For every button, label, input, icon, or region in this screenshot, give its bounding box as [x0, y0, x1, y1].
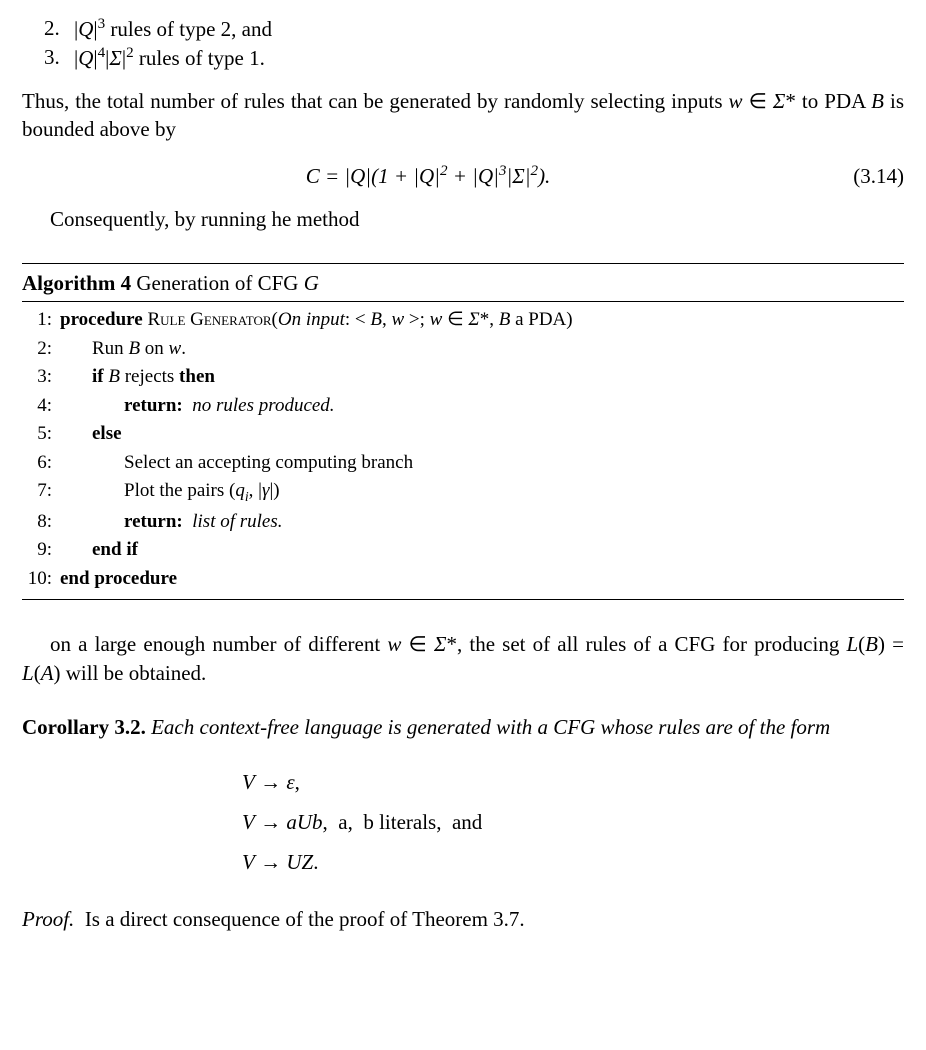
algo-line: 2:Run B on w.	[22, 335, 904, 364]
algo-line-content: Run B on w.	[56, 335, 186, 364]
list-num: 2.	[44, 14, 74, 43]
list-text: |Q|4|Σ|2 rules of type 1.	[74, 43, 265, 72]
algo-line-num: 10:	[22, 565, 56, 594]
algo-title: Algorithm 4 Generation of CFG G	[22, 264, 904, 301]
grammar-rule: V → ε,	[242, 763, 904, 803]
equation-3-14: C = |Q|(1 + |Q|2 + |Q|3|Σ|2). (3.14)	[22, 161, 904, 190]
algo-line-num: 5:	[22, 420, 56, 449]
algo-line-content: Select an accepting computing branch	[56, 449, 413, 478]
paragraph-intro: Thus, the total number of rules that can…	[22, 87, 904, 144]
equation-number: (3.14)	[834, 162, 904, 190]
list-num: 3.	[44, 43, 74, 72]
algo-line: 10:end procedure	[22, 565, 904, 594]
grammar-rules: V → ε,V → aUb, a, b literals, andV → UZ.	[242, 763, 904, 883]
grammar-rule: V → UZ.	[242, 843, 904, 883]
list-item-3: 3. |Q|4|Σ|2 rules of type 1.	[44, 43, 904, 72]
algo-line: 6:Select an accepting computing branch	[22, 449, 904, 478]
list-item-2: 2. |Q|3 rules of type 2, and	[44, 14, 904, 43]
algo-line: 7:Plot the pairs (qi, |γ|)	[22, 477, 904, 507]
algo-line-num: 4:	[22, 392, 56, 421]
algo-line-content: end procedure	[56, 565, 177, 594]
algo-line: 9:end if	[22, 536, 904, 565]
algo-line: 3:if B rejects then	[22, 363, 904, 392]
algo-line-content: return: list of rules.	[56, 508, 283, 537]
algo-line-num: 9:	[22, 536, 56, 565]
paragraph-consequence: Consequently, by running he method	[22, 205, 904, 233]
algo-line: 1:procedure Rule Generator(On input: < B…	[22, 306, 904, 335]
equation-body: C = |Q|(1 + |Q|2 + |Q|3|Σ|2).	[22, 161, 834, 190]
algo-line-content: Plot the pairs (qi, |γ|)	[56, 477, 280, 507]
algo-line: 8:return: list of rules.	[22, 508, 904, 537]
algo-line-content: return: no rules produced.	[56, 392, 335, 421]
algo-line-content: procedure Rule Generator(On input: < B, …	[56, 306, 573, 335]
algo-line-content: end if	[56, 536, 138, 565]
algo-line-num: 3:	[22, 363, 56, 392]
algo-line-num: 7:	[22, 477, 56, 507]
algo-line: 4:return: no rules produced.	[22, 392, 904, 421]
algo-line-num: 1:	[22, 306, 56, 335]
paragraph-after-algo: on a large enough number of different w …	[22, 630, 904, 687]
corollary-3-2: Corollary 3.2. Each context-free languag…	[22, 713, 904, 741]
algo-line-content: if B rejects then	[56, 363, 215, 392]
algorithm-4: Algorithm 4 Generation of CFG G 1:proced…	[22, 263, 904, 600]
algo-line-content: else	[56, 420, 122, 449]
algo-rule-bottom	[22, 599, 904, 600]
algo-line-num: 6:	[22, 449, 56, 478]
algo-line-num: 8:	[22, 508, 56, 537]
grammar-rule: V → aUb, a, b literals, and	[242, 803, 904, 843]
algo-line-num: 2:	[22, 335, 56, 364]
algo-body: 1:procedure Rule Generator(On input: < B…	[22, 302, 904, 599]
list-text: |Q|3 rules of type 2, and	[74, 14, 272, 43]
proof: Proof. Is a direct consequence of the pr…	[22, 905, 904, 933]
algo-line: 5:else	[22, 420, 904, 449]
